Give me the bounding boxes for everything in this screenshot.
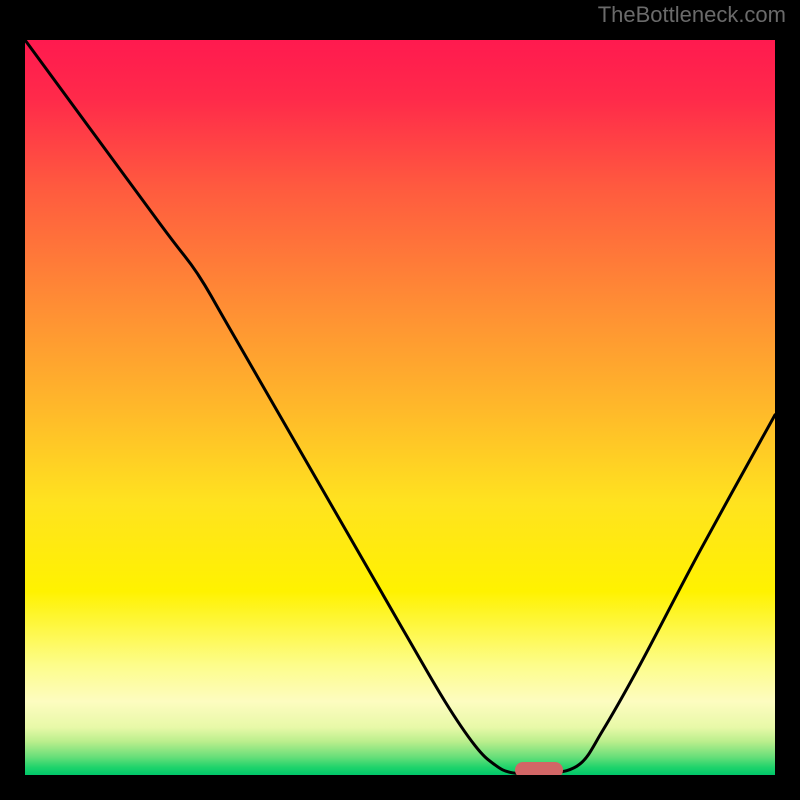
optimal-marker [515, 762, 563, 775]
watermark-text: TheBottleneck.com [598, 2, 786, 28]
plot-area [25, 40, 775, 775]
plot-frame [15, 30, 785, 785]
bottleneck-curve [25, 40, 775, 775]
gradient-background [25, 40, 775, 775]
